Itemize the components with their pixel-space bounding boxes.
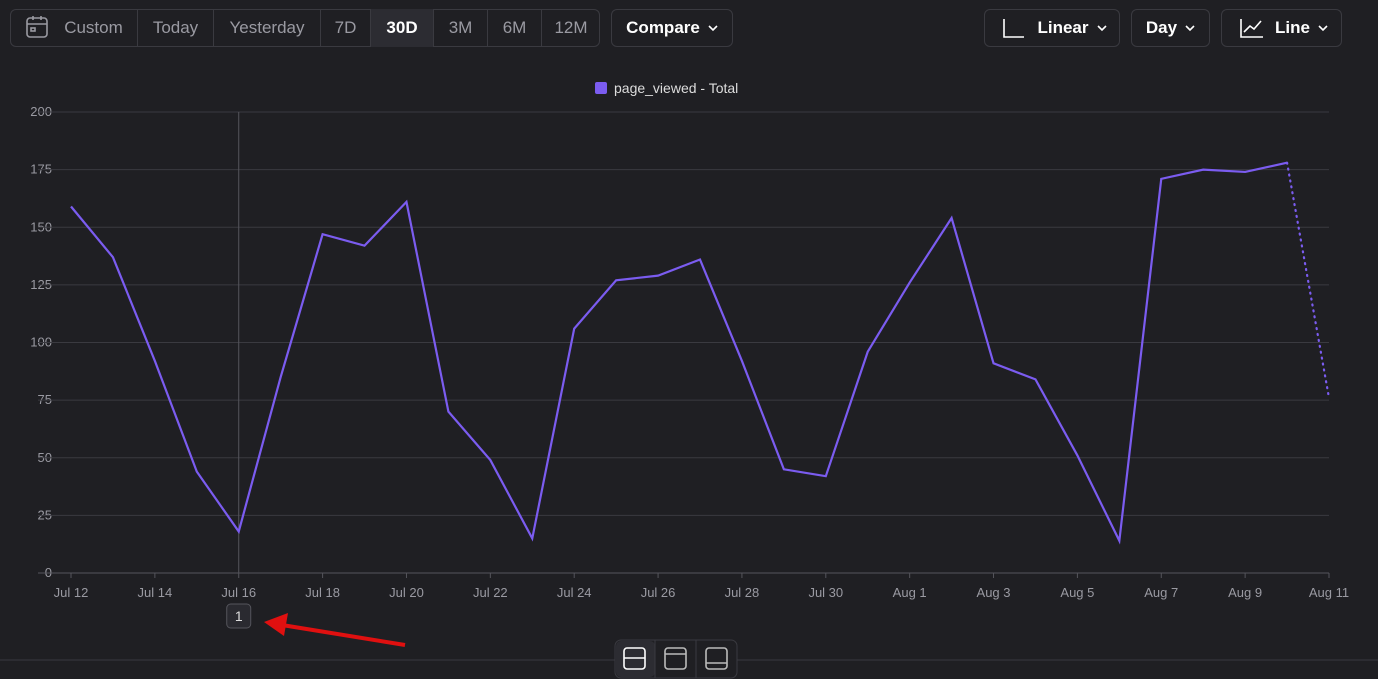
x-tick-label: Aug 11 [1309, 585, 1349, 600]
interval-button-label: Day [1145, 18, 1178, 37]
chart-kind-button[interactable]: Line [1221, 9, 1342, 47]
compare-button[interactable]: Compare [611, 9, 733, 47]
range-button-label: Custom [64, 18, 123, 37]
range-button-label: 7D [334, 18, 357, 37]
x-tick-label: Jul 14 [138, 585, 173, 600]
interval-button[interactable]: Day [1131, 9, 1210, 47]
range-button-label: 6M [502, 18, 527, 37]
compare-button-label: Compare [626, 18, 700, 37]
layout-switch[interactable] [614, 639, 738, 679]
chevron [1096, 24, 1107, 31]
x-tick-label: Jul 22 [473, 585, 508, 600]
range-button-label: 3M [448, 18, 473, 37]
annotation-label: 1 [235, 608, 243, 624]
x-tick-label: Aug 5 [1060, 585, 1094, 600]
chevron [1185, 24, 1195, 31]
range-button-label: 30D [386, 18, 418, 37]
range-button[interactable]: Today [137, 9, 213, 47]
range-button[interactable]: 7D [320, 9, 370, 47]
x-tick-label: Jul 12 [54, 585, 89, 600]
linear-icon [1003, 19, 1024, 38]
range-button-label: Yesterday [229, 18, 305, 37]
range-button[interactable]: 6M [487, 9, 541, 47]
chevron [708, 24, 718, 31]
range-button[interactable]: 3M [433, 9, 487, 47]
x-tick-label: Aug 3 [977, 585, 1011, 600]
x-tick-label: Jul 30 [808, 585, 843, 600]
line-icon [1240, 19, 1263, 38]
scale-button[interactable]: Linear [984, 9, 1120, 47]
range-button-label: Today [152, 18, 199, 37]
chevron [1318, 24, 1328, 31]
x-tick-label: Jul 20 [389, 585, 424, 600]
x-tick-label: Aug 9 [1228, 585, 1262, 600]
x-tick-label: Aug 7 [1144, 585, 1178, 600]
incomplete-segment [1285, 161, 1331, 399]
range-button[interactable]: 30D [370, 9, 433, 47]
x-tick-label: Jul 24 [557, 585, 592, 600]
range-button[interactable]: 12M [541, 9, 600, 47]
x-tick-label: Jul 16 [221, 585, 256, 600]
annotation-badge [226, 603, 252, 629]
calendar-icon [26, 16, 48, 38]
range-button[interactable]: Yesterday [213, 9, 320, 47]
range-button-label: 12M [554, 18, 588, 37]
x-tick-label: Jul 26 [641, 585, 676, 600]
range-group [10, 9, 600, 47]
legend-label[interactable]: page_viewed - Total [614, 80, 738, 96]
x-tick-label: Jul 18 [305, 585, 340, 600]
series-line [70, 161, 1288, 545]
scale-button-label: Linear [1037, 18, 1089, 37]
legend-swatch[interactable] [595, 82, 607, 94]
chart-kind-button-label: Line [1275, 18, 1310, 37]
range-button[interactable]: Custom [10, 9, 137, 47]
red-arrow [264, 613, 406, 647]
x-tick-label: Jul 28 [725, 585, 760, 600]
x-tick-label: Aug 1 [893, 585, 927, 600]
